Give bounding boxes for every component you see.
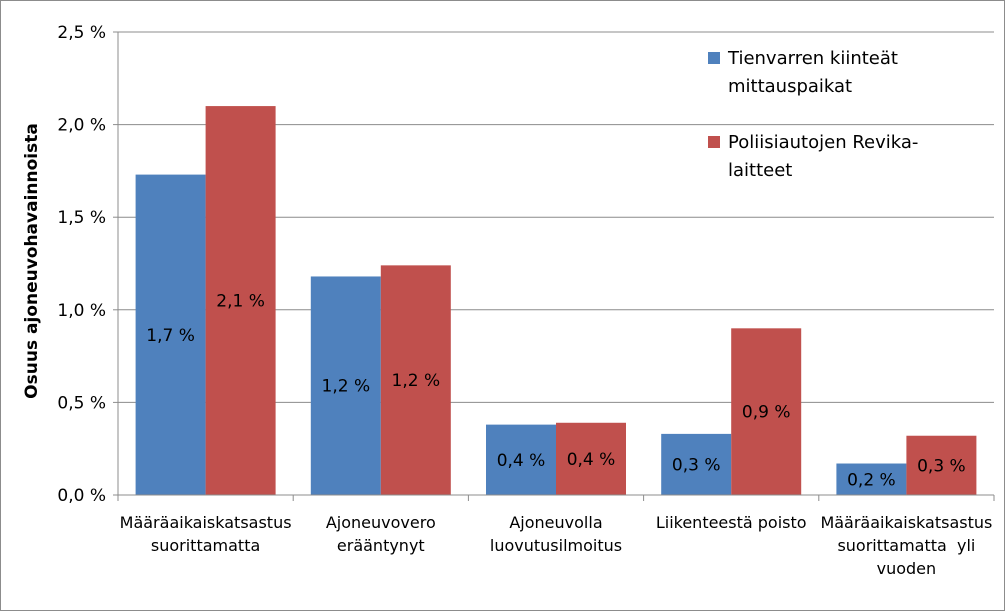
y-tick-label: 2,0 %: [57, 116, 106, 136]
legend-label: Tienvarren kiinteät mittauspaikat: [727, 48, 898, 97]
data-label: 0,2 %: [847, 470, 896, 490]
legend-item: Tienvarren kiinteät mittauspaikat: [708, 48, 898, 97]
y-tick-labels: 0,0 % 0,5 % 1,0 % 1,5 % 2,0 % 2,5 %: [57, 23, 106, 506]
bar: [380, 265, 451, 495]
y-axis-label: Osuus ajoneuvohavainnoista: [22, 123, 42, 399]
data-labels: 1,7 % 2,1 % 1,2 % 1,2 % 0,4 % 0,4 % 0,3 % 0,9 %…: [146, 292, 965, 491]
category-label: Määräaikaiskatsastus suorittamatta: [120, 513, 292, 555]
data-label: 0,4 %: [497, 451, 546, 471]
legend-swatch: [708, 136, 720, 148]
data-label: 0,3 %: [917, 456, 966, 476]
bar: [661, 433, 732, 495]
bar: [486, 424, 556, 495]
category-labels: Määräaikaiskatsastus suorittamatta Ajoneuv…: [120, 513, 993, 578]
bar: [310, 276, 381, 495]
data-label: 0,3 %: [672, 455, 721, 475]
category-label: Liikenteestä poisto: [656, 513, 807, 532]
data-label: 2,1 %: [216, 292, 265, 312]
bar: [906, 435, 977, 495]
y-tick-label: 2,5 %: [57, 23, 106, 43]
bar: [731, 328, 802, 495]
legend: Tienvarren kiinteät mittauspaikat Poliisia…: [708, 48, 918, 181]
y-tick-label: 1,5 %: [57, 208, 106, 228]
data-label: 1,2 %: [322, 377, 371, 397]
category-label: Ajoneuvolla luovutusilmoitus: [490, 513, 622, 555]
bar: [556, 422, 626, 495]
legend-item: Poliisiautojen Revika-laitteet: [708, 132, 918, 181]
data-label: 1,2 %: [392, 371, 441, 391]
bars: [135, 106, 977, 495]
data-label: 0,9 %: [742, 403, 791, 423]
bar: [205, 106, 276, 495]
legend-label: Poliisiautojen Revika-laitteet: [728, 132, 918, 181]
data-label: 1,7 %: [146, 326, 195, 346]
category-label: Ajoneuvovero erääntynyt: [326, 513, 436, 555]
y-tick-label: 0,0 %: [57, 486, 106, 506]
y-tick-label: 1,0 %: [57, 301, 106, 321]
y-tick-label: 0,5 %: [57, 393, 106, 413]
legend-swatch: [708, 52, 720, 64]
data-label: 0,4 %: [567, 450, 616, 470]
axes: [117, 32, 995, 501]
category-label: Määräaikaiskatsastus suorittamatta yli vuo…: [820, 513, 992, 578]
bar: [836, 463, 907, 495]
bar: [135, 174, 206, 495]
